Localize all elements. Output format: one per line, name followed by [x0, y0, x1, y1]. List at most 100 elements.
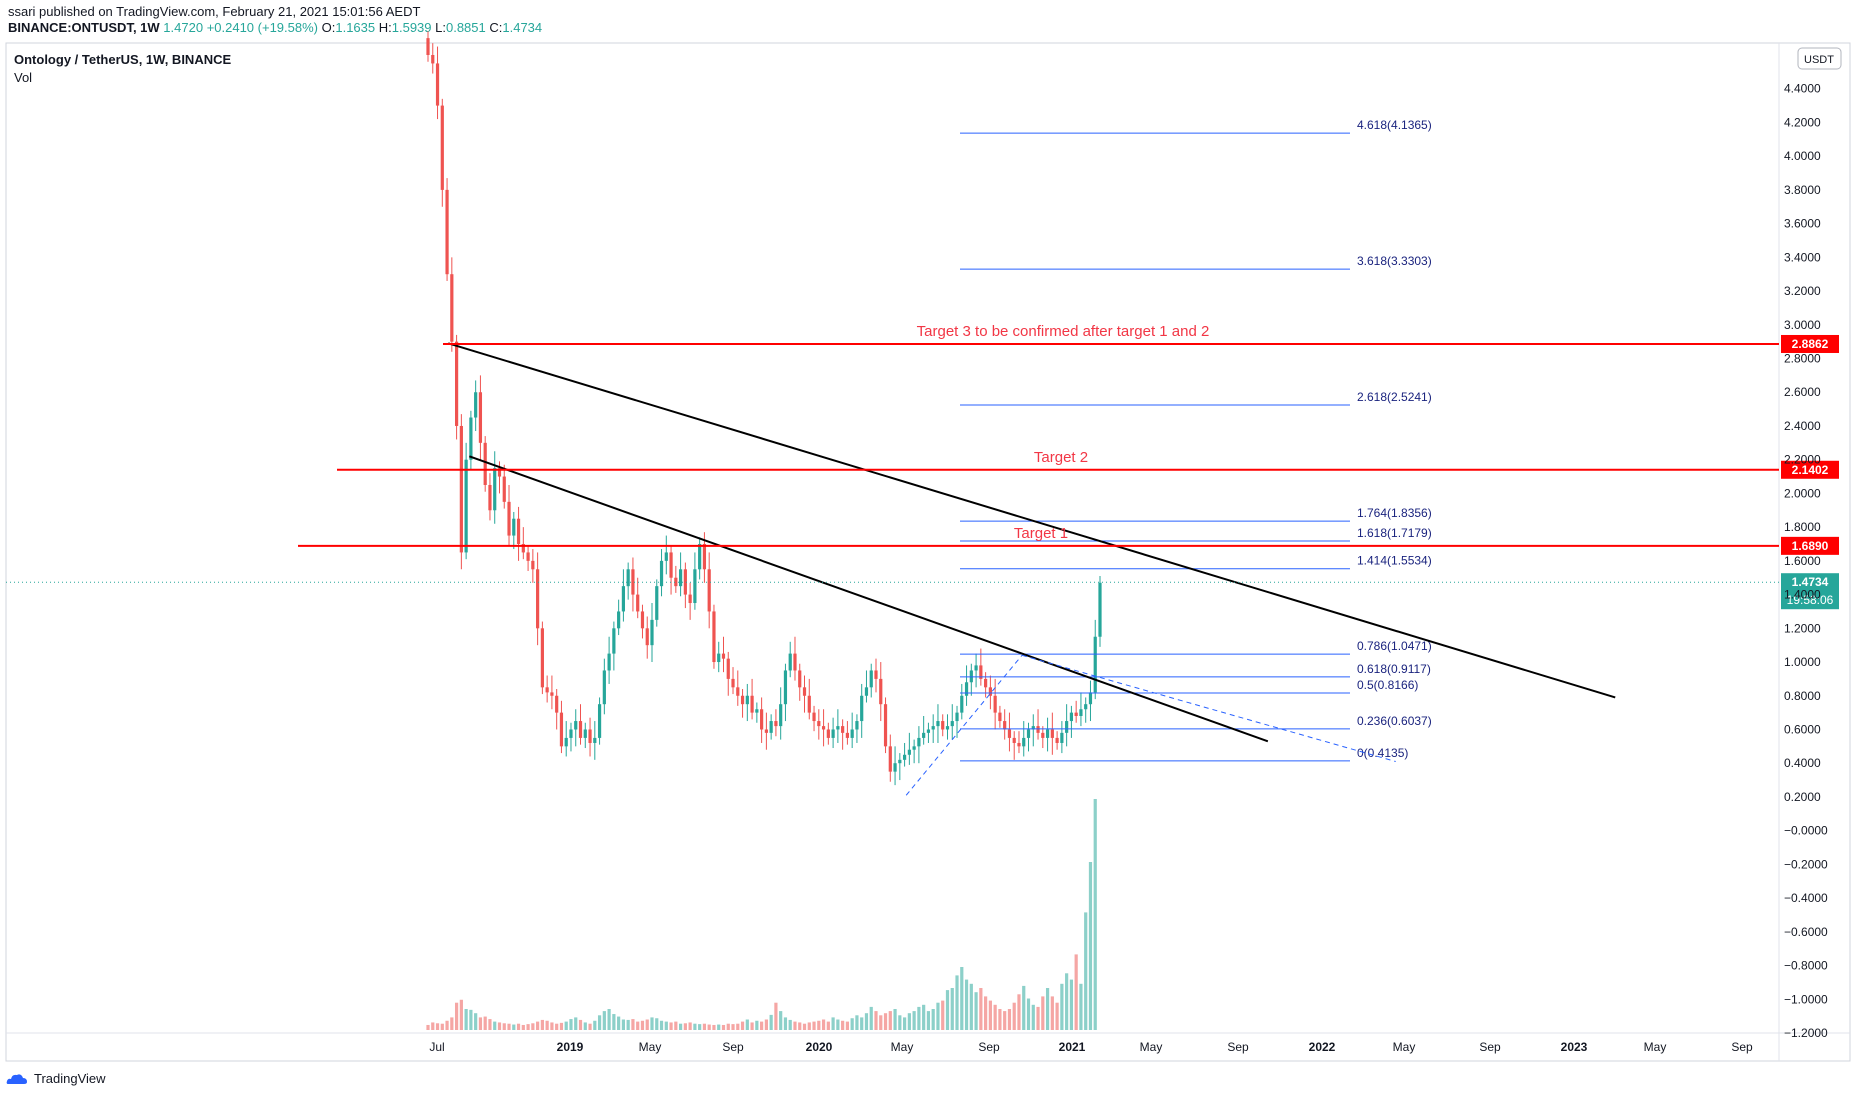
volume-bar: [512, 1024, 516, 1030]
volume-bar: [688, 1022, 692, 1030]
low-label: L:: [435, 20, 446, 35]
candle-body: [717, 653, 721, 663]
volume-bar: [1041, 996, 1045, 1030]
volume-bar: [812, 1021, 816, 1030]
volume-bar: [707, 1024, 711, 1030]
candle-body: [555, 695, 559, 713]
price-tick-label: −0.6000: [1784, 925, 1828, 939]
volume-bar: [874, 1011, 878, 1030]
fib-level-label: 1.764(1.8356): [1357, 506, 1432, 520]
target-levels[interactable]: Target 3 to be confirmed after target 1 …: [6, 323, 1839, 610]
price-tick-label: −0.4000: [1784, 891, 1828, 905]
price-tick-label: 3.2000: [1784, 284, 1821, 298]
candle-body: [636, 594, 640, 612]
candle-body: [888, 746, 892, 772]
candle-body: [755, 709, 759, 713]
price-tick-label: −0.8000: [1784, 959, 1828, 973]
candle-body: [431, 55, 435, 64]
candle-body: [960, 695, 964, 713]
trendlines[interactable]: [447, 342, 1616, 796]
candle-body: [559, 712, 564, 747]
volume-bars: [426, 799, 1097, 1030]
fib-level-label: 0.5(0.8166): [1357, 678, 1418, 692]
fib-dashed-line[interactable]: [905, 654, 1023, 796]
candle-body: [955, 712, 959, 722]
volume-bar: [721, 1024, 726, 1030]
time-tick-label: May: [639, 1040, 662, 1054]
volume-bar: [655, 1018, 659, 1030]
candle-body: [655, 586, 659, 620]
volume-bar: [1069, 979, 1074, 1030]
volume-bar: [869, 1006, 873, 1030]
target-annotation: Target 2: [1034, 449, 1088, 466]
candle-body: [788, 653, 792, 671]
price-tick-label: 0.4000: [1784, 756, 1821, 770]
candle-body: [474, 392, 478, 418]
volume-bar: [593, 1020, 597, 1030]
candle-body: [802, 687, 807, 696]
time-axis[interactable]: Jul 2019 May Sep 2020 May Sep 2021 May Sep 2022 May…: [429, 1040, 1753, 1054]
chart-frame: [5, 42, 1851, 1062]
candle-body: [454, 341, 459, 426]
volume-bar: [988, 1000, 992, 1030]
volume-bar: [588, 1023, 592, 1030]
candle-body: [1036, 726, 1040, 733]
volume-bar: [974, 992, 978, 1030]
time-tick-label: Sep: [978, 1040, 1000, 1054]
volume-bar: [845, 1021, 850, 1030]
trendline[interactable]: [468, 455, 1269, 743]
currency-badge[interactable]: [1797, 47, 1842, 70]
candle-body: [631, 569, 635, 595]
volume-bar: [841, 1020, 845, 1030]
volume-bar: [698, 1024, 702, 1030]
volume-bar: [821, 1019, 826, 1030]
fib-level-label: 0(0.4135): [1357, 746, 1408, 760]
volume-bar: [960, 967, 964, 1030]
volume-bar: [1088, 862, 1093, 1030]
volume-bar: [483, 1016, 487, 1030]
candle-body: [426, 38, 430, 55]
volume-bar: [1084, 912, 1088, 1030]
candle-body: [1074, 712, 1078, 716]
volume-bar: [645, 1019, 649, 1030]
candle-body: [798, 670, 802, 688]
price-axis[interactable]: 4.4000 4.2000 4.0000 3.8000 3.6000 3.4000 3.20…: [1784, 82, 1828, 1040]
legend-vol: Vol: [14, 70, 32, 85]
price-tick-label: 0.8000: [1784, 689, 1821, 703]
tradingview-logo[interactable]: TradingView: [6, 1071, 106, 1086]
candle-body: [445, 189, 449, 275]
volume-bar: [607, 1009, 611, 1030]
last-value: 1.4720: [163, 20, 204, 35]
volume-bar: [831, 1017, 835, 1030]
volume-bar: [736, 1023, 740, 1030]
trendline[interactable]: [447, 342, 1616, 699]
candle-body: [698, 544, 702, 570]
price-badge: [1781, 460, 1839, 479]
fib-extension[interactable]: 4.618(4.1365) 3.618(3.3303) 2.618(2.5241) 1…: [960, 118, 1432, 762]
high-value: 1.5939: [391, 20, 432, 35]
candle-body: [793, 653, 797, 671]
volume-bar: [760, 1021, 764, 1030]
time-tick-label: May: [891, 1040, 914, 1054]
volume-bar: [431, 1022, 435, 1030]
volume-bar: [979, 988, 983, 1030]
volume-bar: [516, 1023, 521, 1030]
fib-dashed-line[interactable]: [1021, 654, 1396, 763]
price-tick-label: 2.4000: [1784, 419, 1821, 433]
candle-body: [626, 569, 630, 587]
candle-body: [526, 552, 530, 561]
candle-body: [540, 628, 544, 688]
price-tick-label: 2.0000: [1784, 486, 1821, 500]
candle-body: [478, 392, 483, 443]
candle-body: [488, 484, 492, 511]
candle-body: [545, 687, 549, 693]
change-value: +0.2410 (+19.58%): [206, 20, 318, 35]
price-tick-label: 3.8000: [1784, 183, 1821, 197]
time-tick-label: 2023: [1561, 1040, 1588, 1054]
candle-body: [1012, 737, 1016, 743]
volume-bar: [817, 1020, 821, 1030]
volume-bar: [888, 1011, 892, 1030]
volume-bar: [578, 1019, 583, 1030]
high-label: H:: [378, 20, 392, 35]
